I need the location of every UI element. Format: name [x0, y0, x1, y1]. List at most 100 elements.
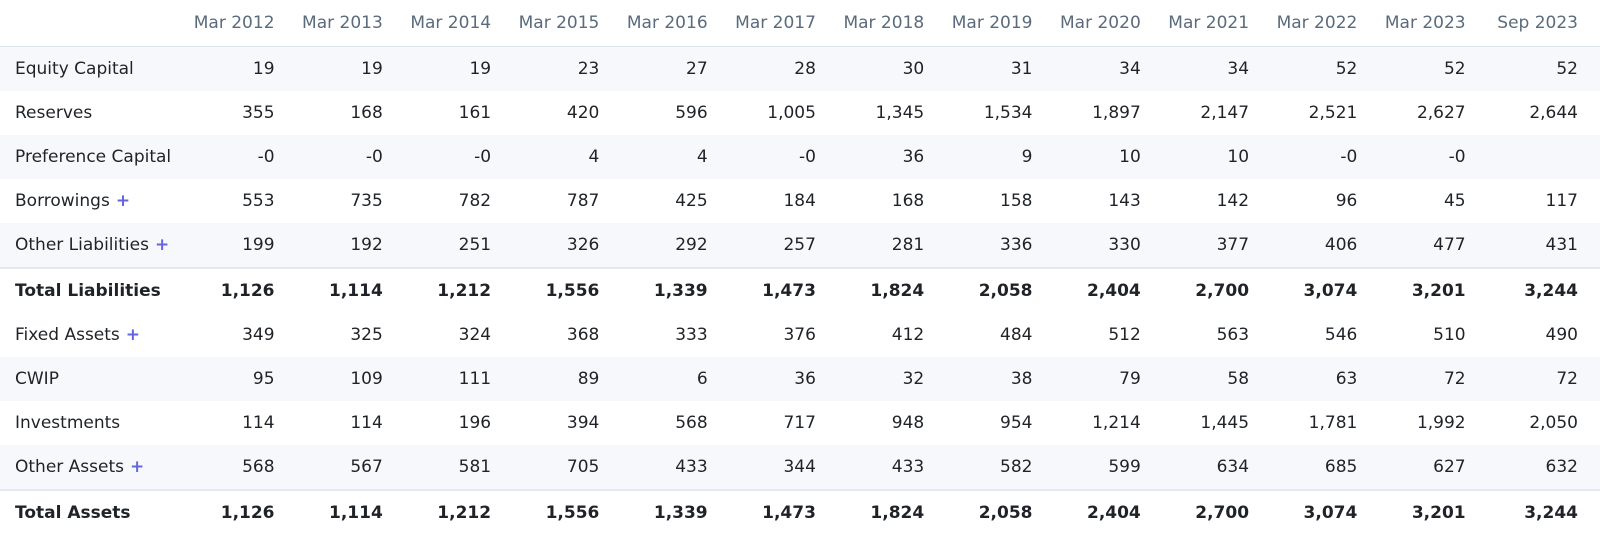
value-cell: 2,404 — [1054, 267, 1163, 313]
column-header: Mar 2022 — [1271, 0, 1380, 47]
value-cell: 2,700 — [1162, 489, 1272, 535]
column-header: Mar 2021 — [1162, 0, 1272, 47]
value-cell: 406 — [1271, 223, 1380, 268]
row-label-cell[interactable]: Fixed Assets + — [0, 313, 188, 357]
value-cell: 344 — [729, 445, 838, 490]
column-header: Mar 2014 — [404, 0, 514, 47]
value-cell: 954 — [1000, 413, 1033, 433]
value-cell: 599 — [1054, 445, 1163, 490]
value-cell: 717 — [783, 413, 816, 433]
row-label-cell: Preference Capital — [0, 135, 189, 179]
value-cell: 553 — [242, 191, 275, 211]
expand-plus-icon[interactable]: + — [154, 235, 170, 255]
value-cell: 1,473 — [729, 489, 838, 535]
value-cell: -0 — [404, 135, 514, 179]
value-cell: 96 — [1335, 191, 1358, 211]
table-row: Reserves 355 168 161 420 596 1,005 1,345 1,534 1,… — [0, 91, 1600, 135]
row-label: Total Liabilities — [15, 281, 161, 301]
value-cell: 192 — [296, 223, 405, 268]
value-cell: 355 — [242, 103, 275, 123]
value-cell: 196 — [458, 413, 492, 433]
value-cell: 36 — [837, 135, 947, 179]
column-header: Mar 2020 — [1054, 0, 1163, 47]
value-cell: 735 — [350, 191, 383, 211]
value-cell: -0 — [729, 135, 838, 179]
row-label-header — [0, 0, 189, 47]
value-cell: 23 — [513, 46, 622, 91]
value-cell: 563 — [1216, 325, 1250, 345]
value-cell: 1,126 — [188, 489, 297, 535]
table-row[interactable]: Other Liabilities +199 192 251 326 292 257 281 3… — [0, 223, 1600, 268]
value-cell: 685 — [1271, 445, 1380, 490]
value-cell: 27 — [621, 46, 730, 91]
row-label: Other Assets — [15, 457, 124, 477]
value-cell: 9 — [946, 135, 1055, 179]
expand-plus-icon[interactable]: + — [130, 457, 145, 477]
value-cell: 34 — [1054, 46, 1163, 91]
table-body: Equity Capital 19 19 19 23 27 28 30 31 34 34 52 52 52… — [0, 46, 1600, 535]
row-label: Investments — [15, 413, 121, 433]
expand-plus-icon[interactable]: + — [115, 191, 131, 211]
value-cell: 324 — [458, 325, 492, 345]
column-header: Mar 2019 — [946, 0, 1055, 47]
row-label-cell: Reserves — [0, 91, 188, 135]
value-cell: 58 — [1162, 357, 1272, 401]
value-cell: 79 — [1054, 357, 1163, 401]
value-cell: 117 — [1545, 191, 1578, 211]
value-cell: 632 — [1487, 445, 1600, 490]
value-cell: 168 — [350, 103, 383, 123]
value-cell: 425 — [675, 191, 708, 211]
value-cell: 782 — [458, 191, 492, 211]
value-cell: 1,114 — [296, 267, 405, 313]
value-cell: 184 — [783, 191, 816, 211]
value-cell: 3,244 — [1487, 267, 1600, 313]
column-header: Mar 2017 — [729, 0, 838, 47]
value-cell: 336 — [946, 223, 1055, 268]
value-cell: 6 — [621, 357, 730, 401]
value-cell: 3,244 — [1487, 489, 1600, 535]
row-label-cell: Total Assets — [0, 489, 189, 535]
value-cell: 2,521 — [1308, 103, 1358, 123]
value-cell: 1,114 — [296, 489, 405, 535]
value-cell: 38 — [946, 357, 1055, 401]
value-cell: 377 — [1162, 223, 1272, 268]
value-cell: 251 — [404, 223, 514, 268]
value-cell: 568 — [188, 445, 297, 490]
row-label-cell[interactable]: Other Assets + — [0, 445, 189, 490]
value-cell: 168 — [891, 191, 925, 211]
row-label: Preference Capital — [15, 147, 172, 167]
row-label-cell[interactable]: Borrowings + — [0, 179, 188, 223]
table-row[interactable]: Fixed Assets +349 325 324 368 333 376 412 484 512… — [0, 313, 1600, 357]
value-cell: 109 — [296, 357, 405, 401]
value-cell: 4 — [513, 135, 622, 179]
table-header-row: Mar 2012 Mar 2013 Mar 2014 Mar 2015 Mar 2016… — [0, 0, 1600, 47]
value-cell: 1,126 — [188, 267, 297, 313]
column-header: Sep 2023 — [1487, 0, 1600, 47]
value-cell: 581 — [404, 445, 514, 490]
value-cell: 2,147 — [1200, 103, 1250, 123]
value-cell: -0 — [188, 135, 297, 179]
value-cell: 161 — [458, 103, 492, 123]
value-cell: 32 — [837, 357, 947, 401]
value-cell: 431 — [1487, 223, 1600, 268]
value-cell: 1,212 — [404, 489, 514, 535]
row-label-cell: Investments — [0, 401, 188, 445]
value-cell: 1,534 — [983, 103, 1033, 123]
value-cell: 512 — [1108, 325, 1141, 345]
row-label-cell: Total Liabilities — [0, 267, 189, 313]
value-cell: 1,445 — [1200, 413, 1250, 433]
expand-plus-icon[interactable]: + — [125, 325, 141, 345]
table-row[interactable]: Borrowings +553 735 782 787 425 184 168 158 143 14… — [0, 179, 1600, 223]
value-cell: 63 — [1271, 357, 1380, 401]
value-cell: 326 — [513, 223, 622, 268]
value-cell: 31 — [946, 46, 1055, 91]
value-cell: 627 — [1379, 445, 1488, 490]
row-label-cell[interactable]: Other Liabilities + — [0, 223, 189, 268]
value-cell: 2,644 — [1529, 103, 1578, 123]
value-cell: 1,339 — [621, 267, 730, 313]
table-row[interactable]: Other Assets +568 567 581 705 433 344 433 582 599… — [0, 445, 1600, 490]
value-cell: 433 — [837, 445, 947, 490]
value-cell: 325 — [350, 325, 383, 345]
value-cell: 36 — [729, 357, 838, 401]
table-row: Preference Capital -0 -0 -0 4 4 -0 36 9 10 10 -0 -0 — [0, 135, 1600, 179]
